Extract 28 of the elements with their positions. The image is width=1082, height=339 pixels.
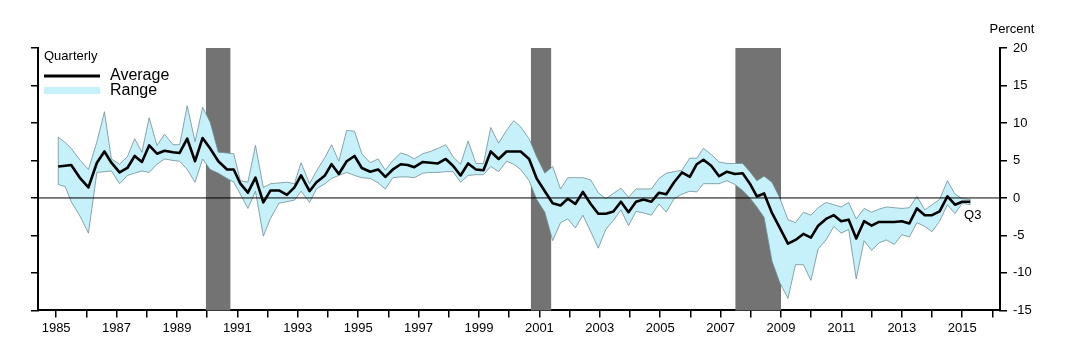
y-tick-label: 20 [1013,39,1028,55]
legend-label: Average [110,66,170,84]
x-tick-label: 2015 [947,319,977,335]
x-tick-label: 1999 [464,319,494,335]
x-tick-label: 1985 [41,319,71,335]
x-tick-label: 2001 [524,319,554,335]
y-tick-label: 15 [1013,77,1028,93]
legend-title: Quarterly [44,48,98,64]
x-tick-label: 1995 [343,319,373,335]
y-tick-label: -10 [1013,264,1032,280]
y-axis-title: Percent [989,21,1035,37]
y-tick-label: 5 [1013,152,1021,168]
x-tick-label: 2003 [585,319,615,335]
x-tick-label: 2011 [827,319,856,335]
y-tick-label: -15 [1013,301,1032,317]
y-tick-label: 10 [1013,114,1028,130]
x-tick-label: 2009 [766,319,796,335]
x-tick-label: 2005 [645,319,675,335]
x-tick-label: 1991 [222,319,252,335]
x-tick-label: 2013 [887,319,917,335]
y-tick-label: 0 [1013,189,1021,205]
annotation: Q3 [964,206,982,222]
x-tick-label: 1989 [162,319,192,335]
x-tick-label: 1997 [404,319,434,335]
x-tick-label: 2007 [706,319,736,335]
x-tick-label: 1993 [283,319,313,335]
y-tick-label: -5 [1013,227,1025,243]
x-tick-label: 1987 [102,319,131,335]
